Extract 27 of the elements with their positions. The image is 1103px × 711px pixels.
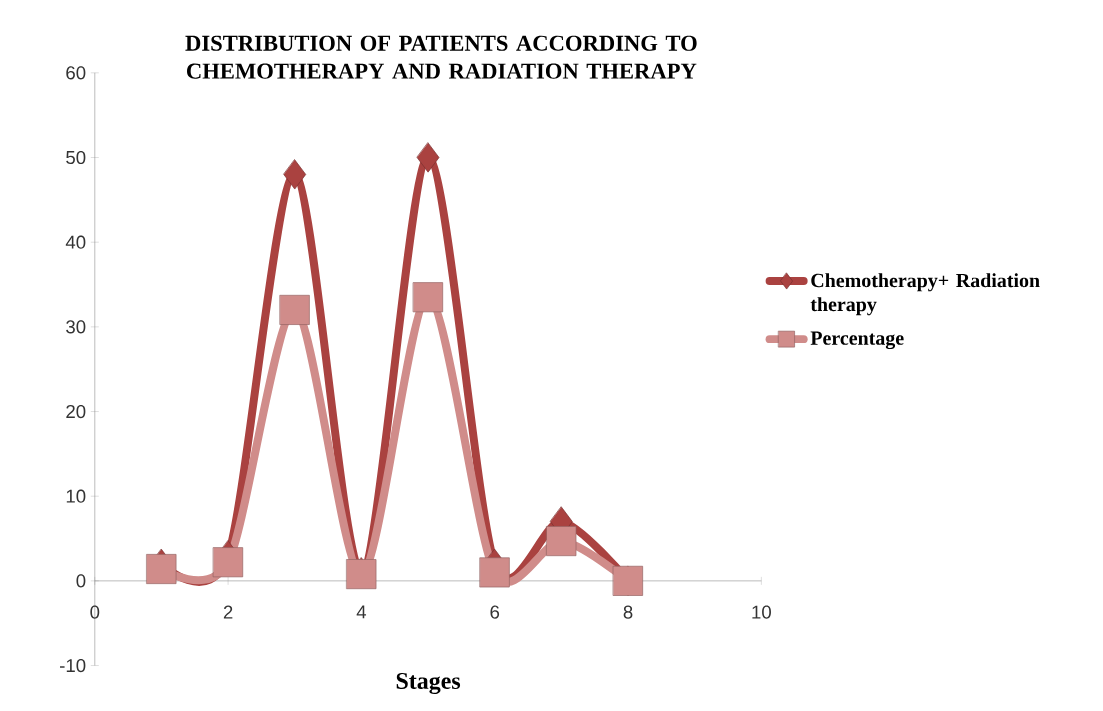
point (613, 565, 644, 596)
x-tick-label: 4 (356, 605, 367, 619)
x-tick-label: 6 (490, 605, 500, 619)
legend-label: Percentage (810, 331, 904, 349)
y-tick-label: 30 (66, 320, 86, 334)
x-axis-title: Stages (396, 672, 461, 694)
y-tick-label: 20 (66, 404, 86, 418)
point (146, 553, 177, 584)
point (279, 294, 310, 325)
x-tick-label: 10 (752, 605, 771, 619)
point (416, 142, 440, 173)
x-tick-label: 0 (90, 605, 100, 619)
y-tick-label: 60 (66, 66, 86, 80)
x-tick-label: 8 (623, 605, 633, 619)
y-tick-label: 0 (76, 574, 86, 588)
y-tick-label: 50 (66, 150, 86, 164)
y-tick-label: 10 (66, 489, 86, 503)
point (283, 159, 307, 190)
legend-label: Chemotherapy+ Radiation therapy (810, 272, 1040, 316)
point (546, 525, 577, 556)
x-tick-label: 2 (223, 605, 233, 619)
chart-title: DISTRIBUTION OF PATIENTS ACCORDING TO CHEMOTHERAPY AND RADIATION THERAPY (185, 35, 697, 79)
y-tick-label: -10 (60, 658, 86, 672)
point (346, 558, 377, 589)
point (479, 557, 510, 588)
y-tick-label: 40 (65, 235, 86, 249)
point (413, 282, 444, 312)
